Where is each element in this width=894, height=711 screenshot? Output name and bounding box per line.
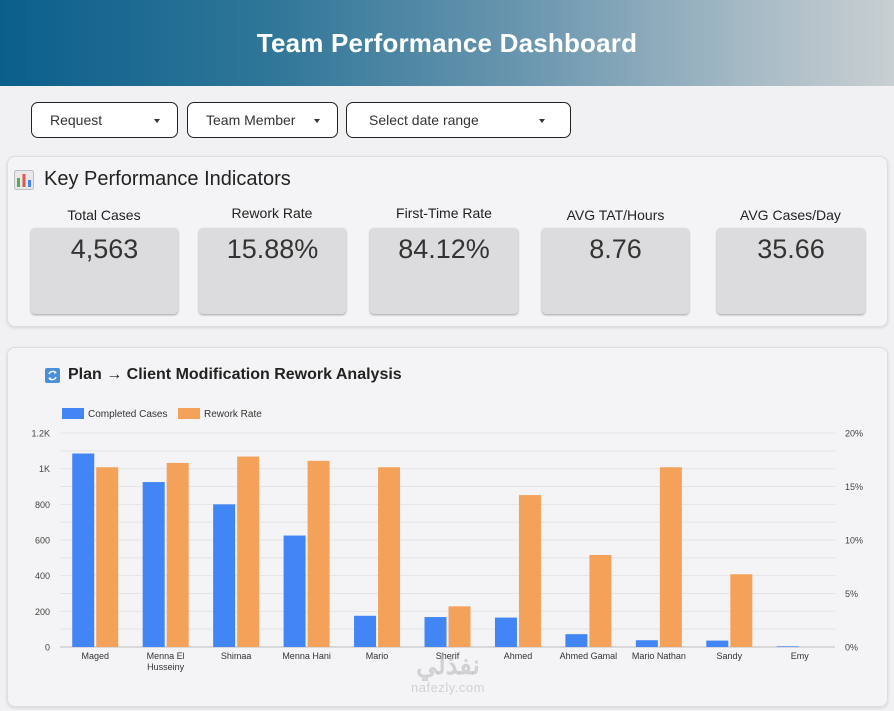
kpi-rework-rate: 15.88% [199, 228, 346, 314]
kpi-label-rework-rate: Rework Rate [231, 205, 313, 221]
kpi-label-first-time-rate: First-Time Rate [396, 205, 492, 221]
refresh-icon [45, 367, 60, 383]
request-dropdown[interactable]: Request [31, 102, 178, 138]
kpi-title-text: Key Performance Indicators [44, 168, 291, 190]
kpi-value: 84.12% [398, 234, 490, 264]
kpi-value: 4,563 [70, 234, 139, 264]
page-title: Team Performance Dashboard [256, 27, 638, 58]
caret-down-icon [539, 119, 545, 123]
chart-title-text: Plan → Client Modification Rework Analys… [68, 366, 402, 383]
kpi-avg-cases-day: 35.66 [717, 228, 865, 314]
date-range-dropdown-label: Select date range [369, 112, 479, 128]
kpi-value: 35.66 [757, 234, 825, 264]
dashboard-header: Team Performance Dashboard [0, 0, 894, 86]
caret-down-icon [154, 119, 160, 123]
chart-section-title: Plan → Client Modification Rework Analys… [45, 366, 402, 384]
kpi-value: 8.76 [589, 234, 642, 264]
bar-chart-icon [14, 169, 34, 190]
kpi-total-cases: 4,563 [31, 228, 178, 314]
date-range-dropdown[interactable]: Select date range [346, 102, 571, 138]
chart-card [7, 347, 888, 707]
team-member-dropdown-label: Team Member [206, 112, 296, 128]
kpi-first-time-rate: 84.12% [370, 228, 518, 314]
request-dropdown-label: Request [50, 112, 103, 128]
kpi-value: 15.88% [226, 234, 319, 264]
kpi-label-total-cases: Total Cases [67, 207, 141, 223]
kpi-section-title: Key Performance Indicators [14, 168, 291, 191]
kpi-avg-tat: 8.76 [542, 228, 689, 314]
caret-down-icon [314, 119, 320, 123]
kpi-label-avg-tat: AVG TAT/Hours [566, 207, 665, 223]
kpi-label-avg-cases-day: AVG Cases/Day [740, 207, 841, 223]
team-member-dropdown[interactable]: Team Member [187, 102, 338, 138]
